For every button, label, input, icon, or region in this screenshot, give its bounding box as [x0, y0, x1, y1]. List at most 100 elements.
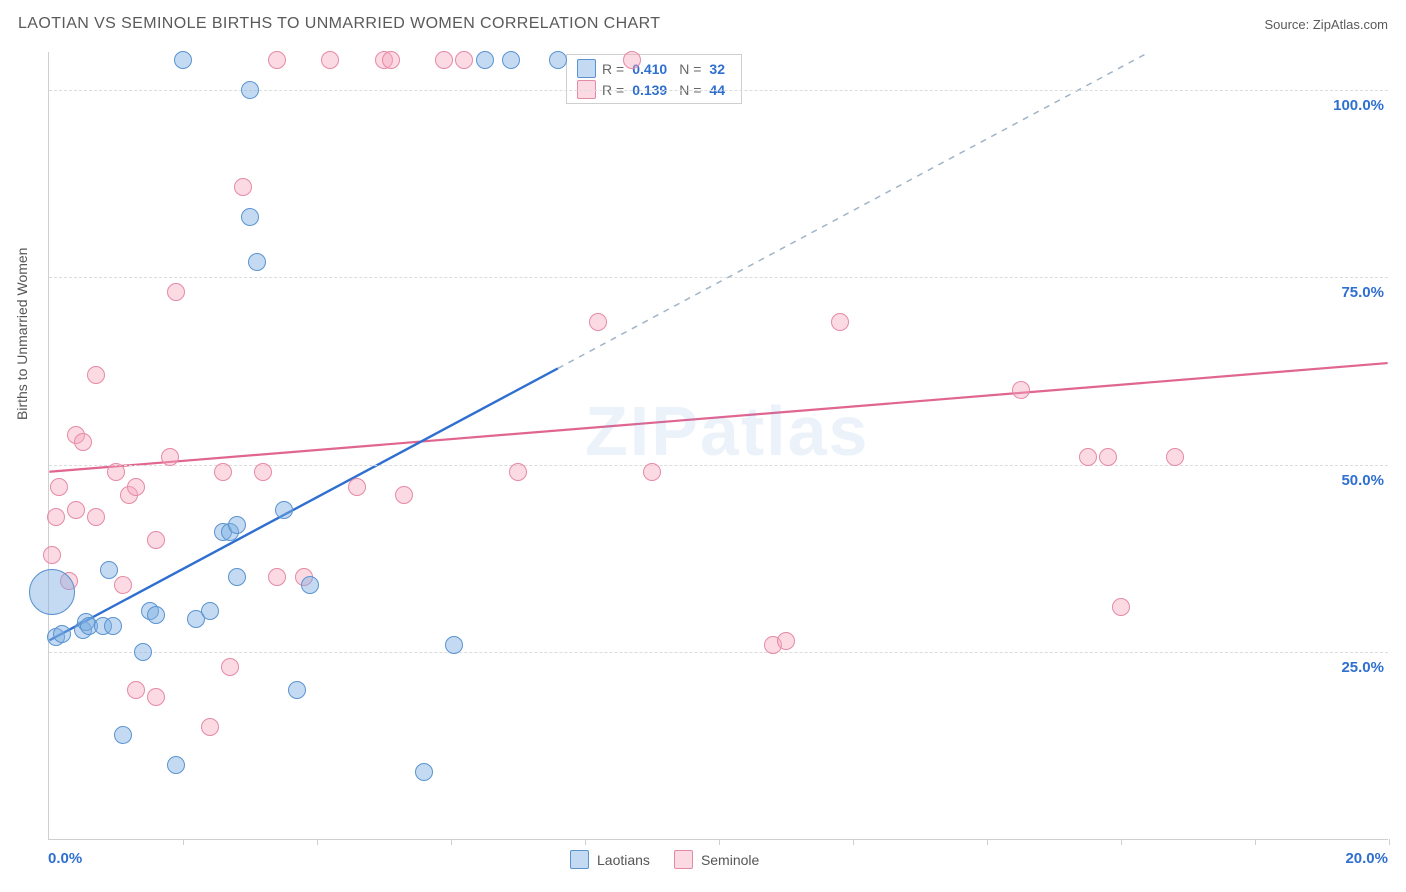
seminole-point: [643, 463, 661, 481]
laotian-point: [476, 51, 494, 69]
seminole-point: [67, 501, 85, 519]
seminole-point: [201, 718, 219, 736]
laotian-point: [167, 756, 185, 774]
seminole-point: [87, 508, 105, 526]
laotian-point: [228, 568, 246, 586]
seminole-point: [1099, 448, 1117, 466]
seminole-point: [74, 433, 92, 451]
legend-n-label: N =: [679, 61, 701, 77]
laotian-point: [174, 51, 192, 69]
laotian-point: [288, 681, 306, 699]
seminole-point: [107, 463, 125, 481]
seminole-point: [623, 51, 641, 69]
legend-n-value: 32: [709, 61, 725, 77]
seminole-point: [114, 576, 132, 594]
laotian-point: [275, 501, 293, 519]
seminole-point: [87, 366, 105, 384]
x-tick: [585, 839, 586, 845]
x-tick: [183, 839, 184, 845]
seminole-point: [43, 546, 61, 564]
seminole-point: [395, 486, 413, 504]
laotian-point: [100, 561, 118, 579]
seminole-point: [509, 463, 527, 481]
seminole-point: [47, 508, 65, 526]
laotian-point: [502, 51, 520, 69]
x-tick: [1255, 839, 1256, 845]
seminole-point: [348, 478, 366, 496]
seminole-point: [167, 283, 185, 301]
laotian-point: [248, 253, 266, 271]
legend-item: Seminole: [674, 850, 759, 869]
x-tick: [451, 839, 452, 845]
x-tick: [987, 839, 988, 845]
legend-swatch: [577, 59, 596, 78]
laotian-point: [201, 602, 219, 620]
gridline: 50.0%: [49, 465, 1388, 466]
legend-swatch: [570, 850, 589, 869]
y-tick-label: 25.0%: [1341, 659, 1384, 676]
x-tick: [1121, 839, 1122, 845]
plot-area: ZIPatlas R =0.410N =32R =0.139N =44 25.0…: [48, 52, 1388, 840]
seminole-point: [1079, 448, 1097, 466]
x-tick-label: 0.0%: [48, 850, 82, 867]
x-tick: [719, 839, 720, 845]
y-tick-label: 50.0%: [1341, 472, 1384, 489]
laotian-point: [134, 643, 152, 661]
laotian-point: [228, 516, 246, 534]
seminole-point: [382, 51, 400, 69]
seminole-point: [214, 463, 232, 481]
laotian-point: [114, 726, 132, 744]
laotian-point: [104, 617, 122, 635]
trend-lines: [49, 52, 1388, 839]
legend-r-label: R =: [602, 61, 624, 77]
y-tick-label: 100.0%: [1333, 97, 1384, 114]
x-tick-label: 20.0%: [1345, 850, 1388, 867]
seminole-point: [589, 313, 607, 331]
laotian-point: [415, 763, 433, 781]
chart-title: LAOTIAN VS SEMINOLE BIRTHS TO UNMARRIED …: [18, 15, 660, 33]
x-tick: [317, 839, 318, 845]
y-tick-label: 75.0%: [1341, 284, 1384, 301]
seminole-point: [268, 568, 286, 586]
seminole-point: [268, 51, 286, 69]
seminole-point: [127, 681, 145, 699]
series-legend: Laotians Seminole: [570, 850, 759, 869]
laotian-point: [549, 51, 567, 69]
seminole-point: [831, 313, 849, 331]
legend-label: Laotians: [597, 852, 650, 868]
seminole-point: [1112, 598, 1130, 616]
legend-label: Seminole: [701, 852, 759, 868]
legend-item: Laotians: [570, 850, 650, 869]
x-tick: [1389, 839, 1390, 845]
laotian-point: [53, 625, 71, 643]
seminole-point: [221, 658, 239, 676]
laotian-point: [241, 208, 259, 226]
correlation-legend: R =0.410N =32R =0.139N =44: [566, 54, 742, 104]
gridline: 75.0%: [49, 277, 1388, 278]
seminole-point: [147, 531, 165, 549]
seminole-point: [50, 478, 68, 496]
laotian-point: [301, 576, 319, 594]
chart-header: LAOTIAN VS SEMINOLE BIRTHS TO UNMARRIED …: [0, 0, 1406, 48]
seminole-point: [127, 478, 145, 496]
legend-row: R =0.410N =32: [577, 59, 731, 78]
laotian-point: [241, 81, 259, 99]
laotian-point: [445, 636, 463, 654]
seminole-point: [147, 688, 165, 706]
legend-swatch: [674, 850, 693, 869]
gridline: 25.0%: [49, 652, 1388, 653]
seminole-point: [455, 51, 473, 69]
seminole-point: [777, 632, 795, 650]
seminole-point: [321, 51, 339, 69]
seminole-point: [234, 178, 252, 196]
watermark: ZIPatlas: [585, 391, 869, 471]
chart-source: Source: ZipAtlas.com: [1264, 17, 1388, 32]
y-axis-label: Births to Unmarried Women: [14, 248, 30, 420]
seminole-point: [161, 448, 179, 466]
laotian-point: [29, 569, 75, 615]
seminole-point: [254, 463, 272, 481]
laotian-point: [147, 606, 165, 624]
x-tick: [853, 839, 854, 845]
seminole-point: [1166, 448, 1184, 466]
seminole-point: [435, 51, 453, 69]
